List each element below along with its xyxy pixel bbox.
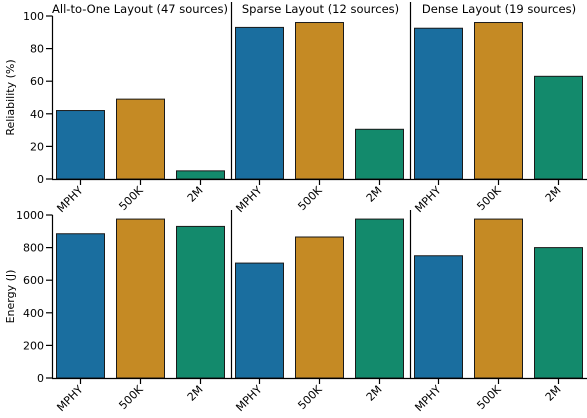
- bar-reliability-panel1-2m: [176, 170, 225, 180]
- y-tick-label-energy-200: 200: [23, 339, 44, 352]
- bar-energy-panel3-500k: [474, 218, 523, 379]
- y-axis-label-reliability: Reliability (%): [4, 59, 17, 135]
- x-tick-label-reliability-panel3-500k: 500K: [474, 183, 504, 213]
- bar-reliability-panel3-500k: [474, 22, 523, 180]
- bar-energy-panel2-2m: [355, 218, 404, 379]
- x-tick-label-reliability-panel2-500k: 500K: [295, 183, 325, 213]
- y-tick-label-reliability-20: 20: [30, 140, 44, 153]
- bar-energy-panel2-mphy: [235, 262, 284, 379]
- panel-titles: All-to-One Layout (47 sources) Sparse La…: [52, 2, 576, 16]
- x-tick-label-reliability-panel1-500k: 500K: [116, 183, 146, 213]
- y-tick-label-reliability-80: 80: [30, 43, 44, 56]
- plot-area: 0 20 40 60 80 100 Reliability (%) MPHY 500K 2M MPH…: [4, 2, 587, 414]
- y-tick-label-energy-600: 600: [23, 274, 44, 287]
- x-tick-label-energy-panel3-mphy: MPHY: [412, 383, 443, 414]
- bar-reliability-panel1-500k: [116, 98, 165, 180]
- y-tick-label-energy-800: 800: [23, 242, 44, 255]
- x-tick-label-energy-panel2-2m: 2M: [364, 383, 385, 404]
- x-tick-label-reliability-panel3-2m: 2M: [543, 184, 564, 205]
- y-tick-label-energy-1000: 1000: [16, 209, 44, 222]
- bar-reliability-panel1-mphy: [56, 110, 105, 180]
- bar-energy-panel1-mphy: [56, 233, 105, 379]
- x-tick-label-reliability-panel2-mphy: MPHY: [233, 184, 264, 215]
- y-tick-label-reliability-100: 100: [23, 10, 44, 23]
- panel-title-sparse: Sparse Layout (12 sources): [242, 2, 399, 16]
- bar-reliability-panel2-2m: [355, 128, 404, 180]
- bar-energy-panel3-2m: [534, 247, 583, 379]
- y-tick-label-energy-0: 0: [37, 372, 44, 385]
- x-tick-label-reliability-panel3-mphy: MPHY: [412, 184, 443, 215]
- bar-reliability-panel2-500k: [295, 22, 344, 180]
- bar-energy-panel1-500k: [116, 218, 165, 379]
- x-tick-label-reliability-panel2-2m: 2M: [364, 184, 385, 205]
- y-tick-label-reliability-60: 60: [30, 75, 44, 88]
- panel-title-dense: Dense Layout (19 sources): [422, 2, 576, 16]
- x-tick-label-energy-panel1-mphy: MPHY: [54, 383, 85, 414]
- bar-reliability-panel3-mphy: [414, 27, 463, 180]
- bar-energy-panel2-500k: [295, 236, 344, 379]
- x-tick-label-energy-panel3-500k: 500K: [474, 382, 504, 412]
- bar-energy-panel3-mphy: [414, 255, 463, 379]
- bar-energy-panel1-2m: [176, 225, 225, 379]
- bar-reliability-panel3-2m: [534, 75, 583, 180]
- y-axis-label-energy: Energy (J): [4, 270, 17, 324]
- x-tick-label-reliability-panel1-mphy: MPHY: [54, 184, 85, 215]
- y-tick-label-energy-400: 400: [23, 307, 44, 320]
- panel-title-all-to-one: All-to-One Layout (47 sources): [52, 2, 228, 16]
- x-tick-label-energy-panel3-2m: 2M: [543, 383, 564, 404]
- x-tick-label-reliability-panel1-2m: 2M: [185, 184, 206, 205]
- x-tick-label-energy-panel2-500k: 500K: [295, 382, 325, 412]
- bar-reliability-panel2-mphy: [235, 26, 284, 180]
- x-tick-label-energy-panel1-500k: 500K: [116, 382, 146, 412]
- x-tick-label-energy-panel1-2m: 2M: [185, 383, 206, 404]
- y-tick-label-reliability-0: 0: [37, 173, 44, 186]
- y-tick-label-reliability-40: 40: [30, 108, 44, 121]
- x-tick-label-energy-panel2-mphy: MPHY: [233, 383, 264, 414]
